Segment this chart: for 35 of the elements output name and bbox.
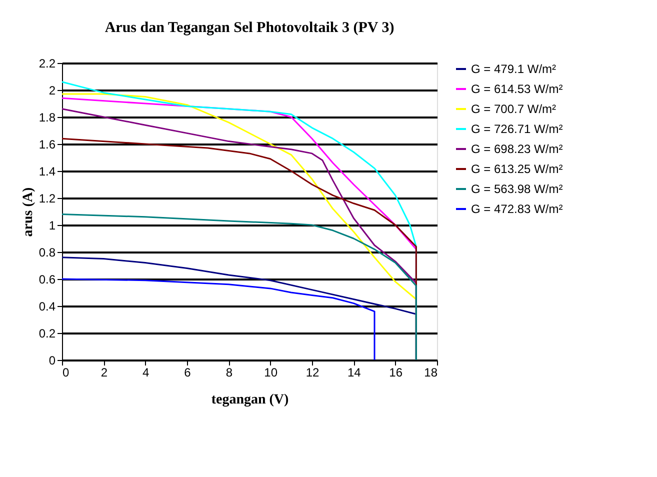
x-tick-label: 4 <box>142 366 150 380</box>
y-tick-label: 0 <box>48 354 56 368</box>
y-tick-label: 0.6 <box>38 272 56 286</box>
line-series <box>61 213 417 361</box>
y-axis-title: arus (A) <box>20 186 36 237</box>
legend-label: G = 613.25 W/m² <box>471 162 563 176</box>
y-tick-label: 1.6 <box>38 138 56 152</box>
y-tick-label: 0.4 <box>38 300 56 314</box>
legend-label: G = 726.71 W/m² <box>471 122 563 136</box>
y-tick-label: 0.2 <box>38 326 56 340</box>
x-tick-label: 0 <box>62 366 70 380</box>
chart-title: Arus dan Tegangan Sel Photovoltaik 3 (PV 3) <box>104 20 394 36</box>
line-series <box>61 278 376 361</box>
legend-label: G = 472.83 W/m² <box>471 202 563 216</box>
y-tick-label: 2 <box>48 84 56 98</box>
x-tick-label: 14 <box>347 366 362 380</box>
y-tick-label: 1 <box>48 218 56 232</box>
legend-label: G = 700.7 W/m² <box>471 102 556 116</box>
y-tick-label: 0.8 <box>38 246 56 260</box>
x-tick-label: 2 <box>100 366 108 380</box>
x-axis-title: tegangan (V) <box>211 392 290 408</box>
y-tick-label: 1.2 <box>38 192 56 206</box>
legend-label: G = 614.53 W/m² <box>471 82 563 96</box>
x-tick-label: 12 <box>306 366 320 380</box>
legend-label: G = 563.98 W/m² <box>471 182 563 196</box>
y-tick-label: 1.8 <box>38 110 56 124</box>
x-tick-label: 10 <box>264 366 278 380</box>
y-tick-label: 1.4 <box>38 164 56 178</box>
x-tick-label: 8 <box>226 366 233 380</box>
x-tick-label: 18 <box>424 366 438 380</box>
x-tick-label: 16 <box>389 366 403 380</box>
legend-label: G = 479.1 W/m² <box>471 62 556 76</box>
legend-label: G = 698.23 W/m² <box>471 142 563 156</box>
x-tick-label: 6 <box>184 366 192 380</box>
y-tick-label: 2.2 <box>38 56 56 70</box>
